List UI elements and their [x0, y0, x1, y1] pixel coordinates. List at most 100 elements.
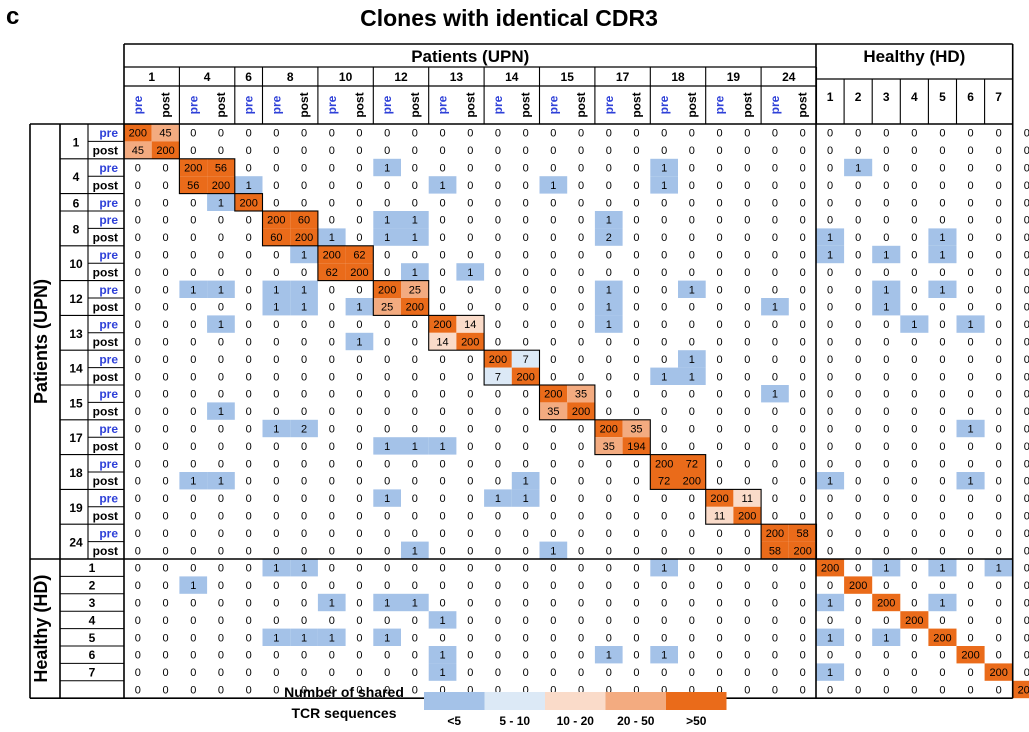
cell-value: 0 — [1024, 337, 1029, 349]
cell-value: 0 — [218, 441, 224, 453]
row-upn-label: 8 — [73, 222, 80, 236]
cell-value: 0 — [967, 598, 973, 610]
col-group-patients: Patients (UPN) — [411, 47, 529, 66]
col-timepoint-pre: pre — [546, 95, 560, 114]
cell-value: 0 — [162, 580, 168, 592]
cell-value: 1 — [883, 632, 889, 644]
cell-value: 0 — [911, 302, 917, 314]
cell-value: 0 — [800, 667, 806, 679]
cell-value: 0 — [412, 424, 418, 436]
cell-value: 0 — [356, 493, 362, 505]
cell-value: 0 — [800, 128, 806, 140]
cell-value: 0 — [967, 197, 973, 209]
cell-value: 0 — [939, 337, 945, 349]
cell-value: 1 — [883, 250, 889, 262]
cell-value: 0 — [495, 128, 501, 140]
cell-value: 0 — [578, 667, 584, 679]
cell-value: 0 — [1024, 319, 1029, 331]
heatmap-cell — [650, 367, 678, 385]
cell-value: 0 — [827, 441, 833, 453]
cell-value: 0 — [467, 441, 473, 453]
cell-value: 0 — [135, 319, 141, 331]
cell-value: 0 — [190, 545, 196, 557]
row-hd-label: 4 — [89, 613, 96, 627]
cell-value: 0 — [135, 493, 141, 505]
cell-value: 0 — [356, 319, 362, 331]
heatmap-cell — [928, 559, 957, 577]
cell-value: 0 — [135, 215, 141, 227]
cell-value: 0 — [135, 232, 141, 244]
cell-value: 0 — [218, 215, 224, 227]
cell-value: 0 — [218, 685, 224, 697]
cell-value: 1 — [606, 302, 612, 314]
cell-value: 0 — [190, 441, 196, 453]
cell-value: 0 — [716, 476, 722, 488]
cell-value: 0 — [246, 615, 252, 627]
cell-value: 0 — [911, 650, 917, 662]
cell-value: 0 — [495, 232, 501, 244]
heatmap-cell — [984, 663, 1013, 681]
cell-value: 0 — [329, 215, 335, 227]
cell-value: 0 — [996, 337, 1002, 349]
cell-value: 200 — [683, 476, 701, 488]
cell-value: 0 — [689, 424, 695, 436]
cell-value: 0 — [827, 650, 833, 662]
cell-value: 0 — [996, 615, 1002, 627]
cell-value: 0 — [246, 215, 252, 227]
cell-value: 0 — [827, 580, 833, 592]
heatmap-cell — [179, 176, 208, 194]
cell-value: 0 — [412, 354, 418, 366]
cell-value: 0 — [939, 545, 945, 557]
cell-value: 0 — [855, 667, 861, 679]
cell-value: 0 — [523, 284, 529, 296]
heatmap-cell — [207, 280, 235, 298]
cell-value: 0 — [439, 511, 445, 523]
cell-value: 0 — [356, 284, 362, 296]
cell-value: 0 — [246, 632, 252, 644]
cell-value: 0 — [996, 441, 1002, 453]
cell-value: 0 — [716, 163, 722, 175]
cell-value: 194 — [627, 441, 645, 453]
cell-value: 0 — [301, 371, 307, 383]
heatmap-cell — [234, 176, 263, 194]
cell-value: 0 — [800, 511, 806, 523]
row-timepoint-post: post — [93, 178, 118, 192]
cell-value: 0 — [883, 424, 889, 436]
cell-value: 0 — [550, 319, 556, 331]
cell-value: 0 — [800, 284, 806, 296]
cell-value: 0 — [412, 528, 418, 540]
cell-value: 0 — [439, 685, 445, 697]
heatmap-cell — [650, 472, 678, 490]
cell-value: 1 — [439, 180, 445, 192]
cell-value: 0 — [190, 267, 196, 279]
cell-value: 0 — [135, 563, 141, 575]
cell-value: 0 — [606, 267, 612, 279]
cell-value: 0 — [523, 389, 529, 401]
cell-value: 0 — [550, 563, 556, 575]
heatmap-cell — [401, 228, 429, 246]
cell-value: 1 — [439, 667, 445, 679]
cell-value: 0 — [495, 389, 501, 401]
cell-value: 0 — [633, 650, 639, 662]
cell-value: 0 — [578, 371, 584, 383]
panel-label: c — [6, 3, 19, 30]
cell-value: 0 — [911, 145, 917, 157]
diagonal-block — [234, 193, 264, 212]
cell-value: 0 — [744, 215, 750, 227]
cell-value: 0 — [190, 250, 196, 262]
cell-value: 0 — [329, 650, 335, 662]
cell-value: 0 — [550, 424, 556, 436]
cell-value: 0 — [661, 215, 667, 227]
cell-value: 1 — [661, 563, 667, 575]
cell-value: 200 — [433, 319, 451, 331]
col-timepoint-pre: pre — [602, 95, 616, 114]
heatmap-cell — [928, 280, 957, 298]
cell-value: 0 — [190, 685, 196, 697]
cell-value: 0 — [550, 337, 556, 349]
cell-value: 0 — [689, 580, 695, 592]
cell-value: 0 — [412, 476, 418, 488]
cell-value: 0 — [439, 545, 445, 557]
row-hd-label: 2 — [89, 579, 96, 593]
cell-value: 0 — [329, 371, 335, 383]
